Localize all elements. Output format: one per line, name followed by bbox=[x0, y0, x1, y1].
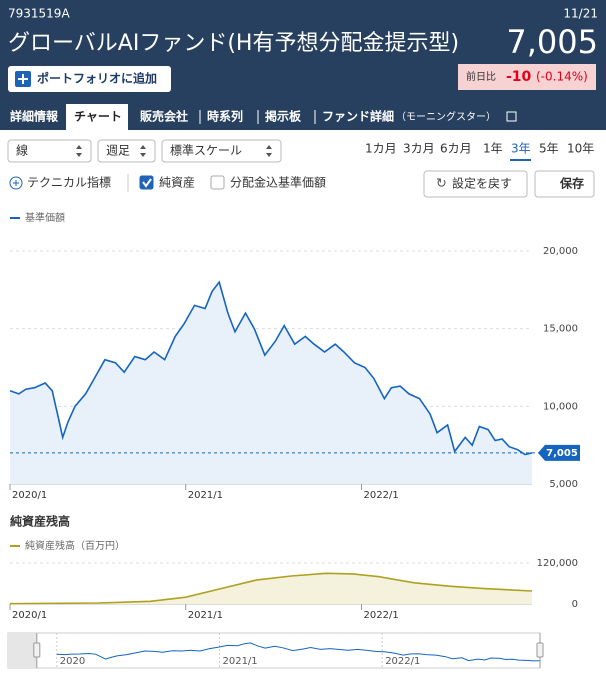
tab[interactable]: ファンド詳細 bbox=[322, 109, 394, 124]
select[interactable] bbox=[7, 139, 92, 163]
select-label[interactable]: 線 bbox=[16, 143, 28, 158]
area bbox=[10, 282, 532, 484]
navigator bbox=[7, 632, 541, 669]
legend-label: 基準価額 bbox=[25, 211, 65, 224]
y-tick-label: 120,000 bbox=[537, 558, 578, 569]
technical[interactable]: テクニカル指標 bbox=[27, 175, 111, 190]
nav-handle[interactable] bbox=[33, 642, 41, 658]
navigator-mask bbox=[8, 633, 37, 668]
date: 11/21 bbox=[563, 7, 598, 21]
x-tick-label: 2022/1 bbox=[364, 610, 399, 621]
fund-code: 7931519A bbox=[8, 7, 70, 21]
nav-handle[interactable] bbox=[536, 642, 544, 658]
x-tick-label: 2021/1 bbox=[188, 490, 223, 501]
line bbox=[9, 572, 533, 605]
x-tick-label: 2022/1 bbox=[364, 490, 399, 501]
nav-tick-label: 2022/1 bbox=[385, 656, 420, 667]
external-icon bbox=[506, 111, 517, 122]
checkbox-label[interactable]: 純資産 bbox=[159, 175, 195, 190]
checkbox[interactable] bbox=[139, 175, 154, 190]
legend-label: 純資産残高（百万円） bbox=[25, 539, 125, 552]
change: -10 bbox=[506, 69, 532, 85]
select-label[interactable]: 週足 bbox=[106, 144, 130, 158]
period[interactable]: 3カ月 bbox=[403, 142, 435, 156]
period[interactable]: 1カ月 bbox=[365, 142, 397, 156]
tab[interactable]: 時系列 bbox=[207, 109, 243, 124]
period[interactable]: 6カ月 bbox=[440, 142, 472, 156]
check bbox=[142, 178, 152, 188]
select-label[interactable]: 標準スケール bbox=[170, 143, 242, 158]
x-tick-label: 2020/1 bbox=[12, 490, 47, 501]
price: 7,005 bbox=[506, 23, 598, 61]
select[interactable] bbox=[97, 139, 156, 163]
checkbox-label[interactable]: 分配金込基準価額 bbox=[230, 175, 326, 190]
nav-line bbox=[56, 642, 541, 662]
x-tick-label: 2021/1 bbox=[188, 610, 223, 621]
technical-icon bbox=[9, 176, 23, 190]
change-label: 前日比 bbox=[466, 70, 496, 83]
active-tab bbox=[66, 104, 128, 130]
nav-tick-label: 2020 bbox=[60, 656, 85, 667]
change-pct: (-0.14%) bbox=[536, 70, 588, 84]
save-label[interactable]: 保存 bbox=[559, 176, 584, 191]
tab[interactable]: チャート bbox=[74, 110, 122, 124]
select-arrow bbox=[76, 145, 82, 157]
select[interactable] bbox=[161, 139, 282, 163]
line bbox=[9, 280, 533, 456]
x-tick-label: 2020/1 bbox=[12, 610, 47, 621]
last-value-box bbox=[538, 444, 580, 461]
reset-icon: ↻ bbox=[436, 177, 447, 192]
save-button[interactable] bbox=[534, 170, 595, 198]
y-tick-label: 15,000 bbox=[543, 324, 578, 335]
chart-title: 純資産残高 bbox=[10, 514, 70, 529]
y-tick-label: 10,000 bbox=[543, 401, 578, 412]
last-value-label: 7,005 bbox=[546, 448, 578, 459]
checkbox[interactable] bbox=[210, 175, 225, 190]
plus bbox=[18, 74, 28, 84]
period[interactable]: 5年 bbox=[539, 142, 559, 156]
select-arrow bbox=[266, 145, 272, 157]
portfolio-label[interactable]: ポートフォリオに追加 bbox=[37, 71, 157, 86]
y-tick-label: 0 bbox=[572, 599, 578, 610]
tab[interactable]: 詳細情報 bbox=[10, 109, 59, 124]
y-tick-label: 20,000 bbox=[543, 246, 578, 257]
tab[interactable]: 掲示板 bbox=[265, 109, 302, 124]
period[interactable]: 1年 bbox=[483, 142, 503, 156]
nav-tick-label: 2021/1 bbox=[222, 656, 257, 667]
tab-note: （モーニングスター） bbox=[396, 110, 496, 123]
tab[interactable]: 販売会社 bbox=[140, 109, 188, 124]
period[interactable]: 10年 bbox=[567, 142, 594, 156]
fund-title: グローバルAIファンド(H有予想分配金提示型) bbox=[8, 31, 459, 56]
select-arrow bbox=[140, 145, 146, 157]
portfolio-button[interactable] bbox=[8, 66, 171, 92]
period[interactable]: 3年 bbox=[511, 142, 531, 156]
technical-plus bbox=[13, 180, 19, 186]
y-tick-label: 5,000 bbox=[549, 479, 578, 490]
reset-button[interactable] bbox=[423, 170, 528, 198]
change-box bbox=[458, 64, 596, 90]
reset-label[interactable]: 設定を戻す bbox=[452, 176, 512, 191]
